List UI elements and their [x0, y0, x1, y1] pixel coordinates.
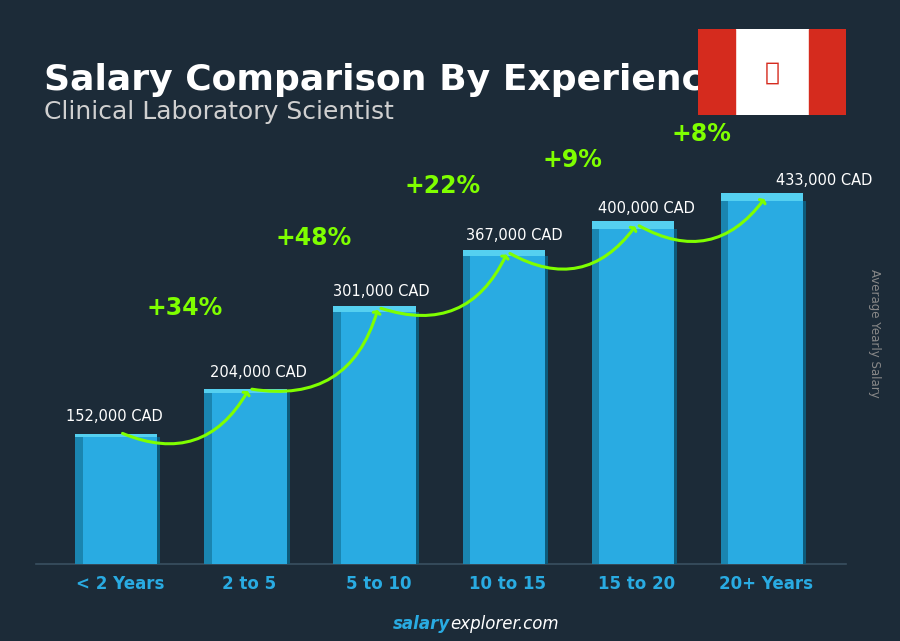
Text: Salary Comparison By Experience: Salary Comparison By Experience — [44, 63, 727, 97]
Bar — [333, 306, 416, 312]
Text: +9%: +9% — [542, 148, 602, 172]
Bar — [341, 312, 416, 564]
Bar — [204, 393, 212, 564]
Bar — [545, 256, 548, 564]
Bar — [463, 250, 545, 256]
Text: +8%: +8% — [671, 122, 731, 146]
Text: 367,000 CAD: 367,000 CAD — [466, 228, 562, 244]
Bar — [804, 201, 806, 564]
Text: 400,000 CAD: 400,000 CAD — [598, 201, 695, 216]
Bar — [721, 201, 728, 564]
Text: 204,000 CAD: 204,000 CAD — [211, 365, 307, 380]
Bar — [809, 29, 846, 115]
Text: +22%: +22% — [405, 174, 481, 198]
Text: salary: salary — [392, 615, 450, 633]
Text: 152,000 CAD: 152,000 CAD — [66, 408, 163, 424]
Bar — [83, 437, 158, 564]
Text: Clinical Laboratory Scientist: Clinical Laboratory Scientist — [44, 100, 394, 124]
Bar — [204, 389, 286, 393]
Bar — [416, 312, 418, 564]
Bar — [286, 393, 290, 564]
Bar — [592, 229, 599, 564]
Text: Average Yearly Salary: Average Yearly Salary — [868, 269, 881, 397]
Bar — [158, 437, 160, 564]
Bar — [728, 201, 804, 564]
Bar — [674, 229, 677, 564]
Bar — [698, 29, 734, 115]
Bar — [75, 437, 83, 564]
Bar — [599, 229, 674, 564]
Text: +34%: +34% — [147, 296, 222, 320]
Text: 🍁: 🍁 — [764, 60, 779, 84]
Bar — [592, 221, 674, 229]
Text: 433,000 CAD: 433,000 CAD — [776, 173, 873, 188]
Bar — [470, 256, 545, 564]
Bar — [333, 312, 341, 564]
Bar — [721, 193, 804, 201]
Text: 301,000 CAD: 301,000 CAD — [333, 284, 430, 299]
Bar — [463, 256, 470, 564]
Bar — [75, 434, 158, 437]
Bar — [212, 393, 286, 564]
Text: +48%: +48% — [275, 226, 352, 250]
Text: explorer.com: explorer.com — [450, 615, 559, 633]
